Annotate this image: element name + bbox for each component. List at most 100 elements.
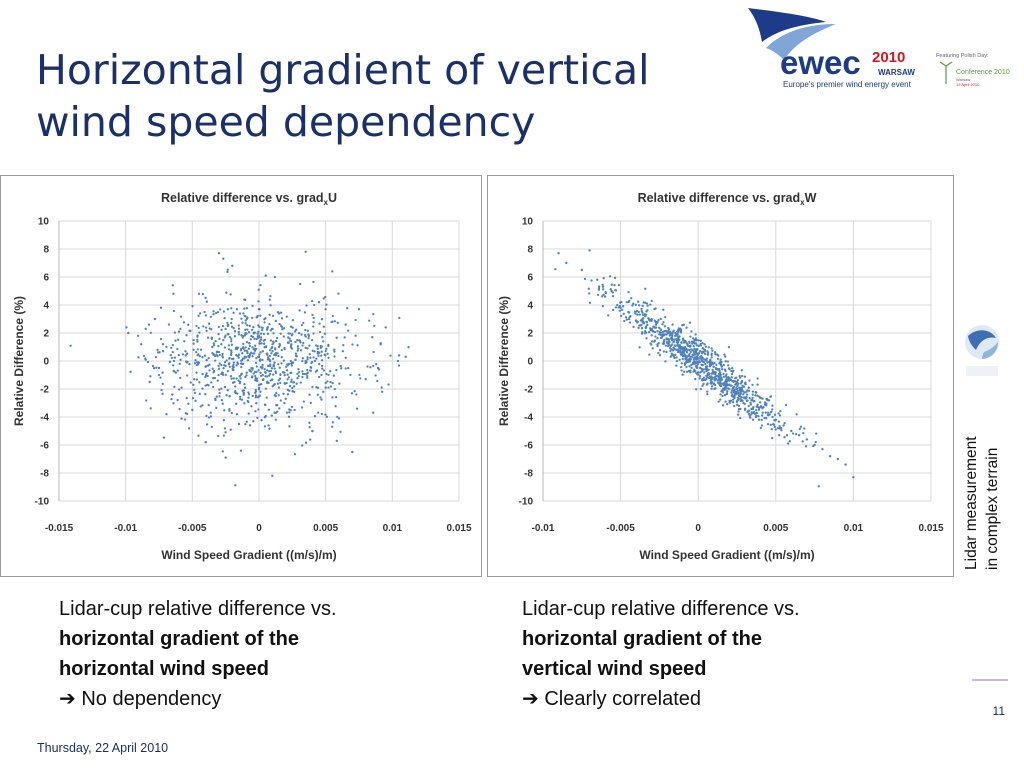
- data-point: [247, 331, 251, 334]
- data-point: [295, 328, 298, 331]
- data-point: [290, 378, 293, 381]
- data-point: [236, 392, 239, 395]
- data-point: [701, 341, 704, 345]
- data-point: [257, 408, 260, 411]
- data-point: [333, 355, 336, 358]
- data-point: [218, 391, 221, 395]
- data-point: [673, 334, 677, 337]
- data-point: [206, 383, 209, 387]
- data-point: [667, 330, 670, 333]
- data-point: [646, 309, 649, 312]
- data-point: [303, 372, 306, 376]
- data-point: [325, 303, 328, 306]
- data-point: [259, 371, 262, 374]
- data-point: [769, 395, 773, 398]
- data-point: [254, 391, 257, 394]
- data-point: [259, 332, 263, 335]
- data-point: [698, 375, 702, 378]
- caption-left-bold2: horizontal wind speed: [59, 658, 270, 680]
- data-point: [736, 379, 739, 382]
- data-point: [724, 400, 727, 403]
- data-point: [676, 344, 679, 347]
- data-point: [381, 390, 384, 393]
- data-point: [293, 408, 296, 412]
- data-point: [213, 354, 217, 358]
- data-point: [679, 351, 682, 354]
- data-point: [755, 391, 758, 394]
- data-point: [650, 329, 653, 332]
- data-point: [680, 369, 683, 372]
- data-point: [214, 397, 217, 400]
- data-point: [372, 364, 375, 368]
- data-point: [296, 339, 299, 342]
- data-point: [213, 376, 217, 380]
- x-tick-label: -0.01: [532, 523, 555, 534]
- data-point: [305, 304, 308, 307]
- data-point: [278, 344, 282, 347]
- data-point: [322, 369, 326, 372]
- data-point: [747, 410, 750, 413]
- data-point: [277, 379, 280, 382]
- data-point: [694, 365, 698, 368]
- data-point: [689, 335, 692, 338]
- data-point: [649, 318, 652, 321]
- data-point: [179, 358, 182, 361]
- data-point: [269, 372, 272, 376]
- data-point: [714, 377, 718, 381]
- data-point: [397, 354, 401, 357]
- data-point: [69, 344, 72, 347]
- data-point: [711, 349, 714, 352]
- data-point: [279, 332, 282, 335]
- data-point: [337, 417, 341, 420]
- data-point: [277, 354, 280, 358]
- data-point: [665, 350, 668, 354]
- data-point: [753, 399, 756, 403]
- data-point: [629, 315, 632, 318]
- data-point: [698, 350, 702, 353]
- data-point: [798, 427, 801, 431]
- data-point: [227, 348, 231, 351]
- data-point: [244, 328, 247, 331]
- data-point: [331, 425, 334, 428]
- data-point: [252, 352, 255, 355]
- data-point: [351, 343, 354, 346]
- data-point: [753, 412, 757, 415]
- data-point: [710, 378, 714, 381]
- data-point: [266, 356, 270, 359]
- data-point: [691, 353, 694, 356]
- data-point: [301, 357, 305, 360]
- logo-year: 2010: [872, 49, 905, 66]
- data-point: [718, 369, 721, 372]
- data-point: [677, 330, 680, 334]
- data-point: [246, 351, 249, 355]
- data-point: [320, 318, 324, 321]
- data-point: [312, 325, 315, 328]
- data-point: [241, 321, 244, 324]
- data-point: [697, 344, 700, 348]
- data-point: [634, 312, 637, 315]
- data-point: [590, 279, 593, 282]
- data-point: [251, 354, 254, 358]
- data-point: [238, 397, 242, 401]
- data-point: [724, 360, 727, 363]
- data-point: [714, 367, 718, 371]
- data-point: [247, 391, 250, 394]
- data-point: [291, 390, 294, 393]
- data-point: [389, 354, 392, 357]
- data-point: [283, 347, 286, 351]
- data-point: [234, 347, 237, 351]
- data-point: [794, 432, 798, 436]
- data-point: [690, 363, 693, 366]
- caption-right: Lidar-cup relative difference vs. horizo…: [522, 594, 922, 714]
- data-point: [305, 361, 308, 364]
- data-point: [226, 321, 229, 325]
- data-point: [258, 359, 262, 362]
- data-point: [710, 347, 713, 350]
- data-point: [257, 330, 260, 333]
- data-point: [263, 346, 266, 349]
- data-point: [217, 325, 221, 329]
- data-point: [634, 319, 638, 322]
- data-point: [355, 407, 359, 410]
- data-point: [316, 393, 319, 396]
- data-point: [649, 342, 652, 345]
